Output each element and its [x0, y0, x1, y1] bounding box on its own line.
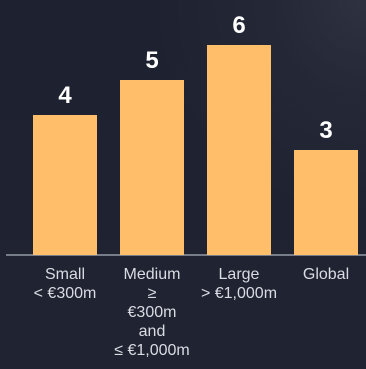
x-tick-label-4: Global [303, 266, 349, 283]
x-tick-label-line-2-3: €300m [128, 304, 177, 321]
x-tick-label-line-2-5: ≤ €1,000m [114, 342, 190, 359]
x-tick-label-line-3-1: Large [219, 266, 260, 283]
data-label-2: 5 [145, 47, 158, 74]
x-tick-label-line-2-4: and [139, 323, 166, 340]
data-label-4: 3 [319, 117, 332, 144]
x-tick-label-line-2-1: Medium [124, 266, 181, 283]
x-tick-label-line-2-2: ≥ [148, 285, 157, 302]
x-tick-label-line-4-1: Global [303, 266, 349, 283]
bar-1 [33, 115, 97, 255]
x-tick-label-1: Small < €300m [34, 266, 97, 302]
x-tick-label-3: Large > €1,000m [201, 266, 277, 302]
bar-3 [207, 45, 271, 255]
x-tick-label-line-1-1: Small [45, 266, 85, 283]
x-tick-label-line-1-2: < €300m [34, 285, 97, 302]
x-tick-label-2: Medium ≥ €300m and ≤ €1,000m [114, 266, 190, 359]
x-tick-label-line-3-2: > €1,000m [201, 285, 277, 302]
bar-2 [120, 80, 184, 255]
data-label-3: 6 [232, 12, 245, 39]
data-label-1: 4 [58, 82, 72, 109]
bar-4 [294, 150, 358, 255]
